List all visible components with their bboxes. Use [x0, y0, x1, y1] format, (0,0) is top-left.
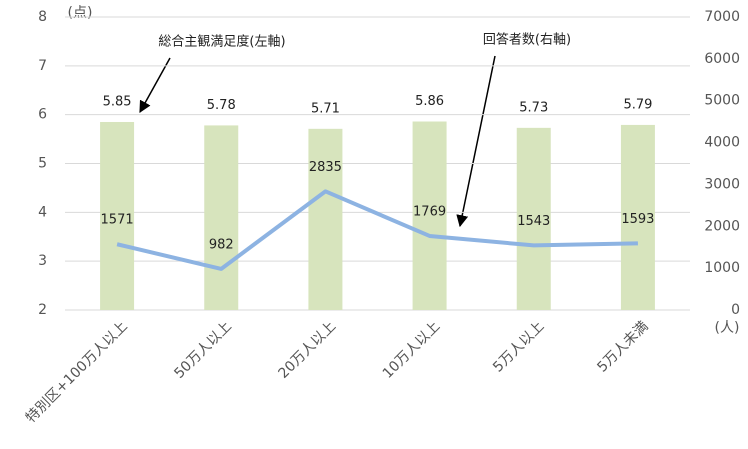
y2-tick-label: 7000	[704, 9, 740, 25]
y-tick-label: 4	[38, 204, 47, 220]
y2-tick-label: 4000	[704, 135, 740, 151]
y2-tick-label: 0	[731, 302, 740, 318]
bar	[620, 124, 655, 311]
bar	[412, 121, 447, 311]
y2-tick-label: 1000	[704, 260, 740, 276]
y-tick-label: 8	[38, 9, 47, 25]
y2-tick-label: 6000	[704, 51, 740, 67]
y-tick-label: 2	[38, 302, 47, 318]
y-tick-label: 3	[38, 253, 47, 269]
annotation-arrow	[139, 57, 171, 114]
y-tick-label: 6	[38, 107, 47, 123]
x-tick-label: 20万人以上	[276, 318, 340, 382]
annotation: 回答者数(右軸)	[483, 32, 571, 48]
bar-value-label: 5.85	[103, 94, 132, 109]
line-value-label: 1769	[413, 204, 446, 219]
bar-value-label: 5.73	[519, 100, 548, 115]
bar-value-label: 5.79	[623, 97, 652, 112]
bar	[204, 125, 239, 310]
line-value-label: 1543	[517, 214, 550, 229]
annotation-arrow	[456, 55, 496, 228]
line-value-label: 1571	[101, 213, 134, 228]
y-tick-label: 7	[38, 58, 47, 74]
x-tick-label: 50万人以上	[171, 318, 235, 382]
bar	[100, 121, 135, 310]
bar-value-label: 5.86	[415, 94, 444, 109]
x-tick-label: 5万人以上	[490, 318, 547, 375]
y2-unit: (人)	[715, 320, 740, 336]
line-value-label: 2835	[309, 160, 342, 175]
y2-tick-label: 5000	[704, 93, 740, 109]
line-value-label: 1593	[621, 212, 654, 227]
y-unit: (点)	[68, 5, 93, 21]
x-tick-label: 10万人以上	[380, 318, 444, 382]
bar-value-label: 5.71	[311, 101, 340, 116]
annotation: 総合主観満足度(左軸)	[158, 34, 285, 50]
x-tick-label: 特別区+100万人以上	[23, 318, 131, 426]
y2-tick-label: 3000	[704, 176, 740, 192]
line	[116, 189, 638, 271]
y2-tick-label: 2000	[704, 218, 740, 234]
bar	[308, 128, 343, 310]
bar-value-label: 5.78	[207, 98, 236, 113]
line-value-label: 982	[209, 237, 234, 252]
bar	[516, 127, 551, 310]
x-tick-label: 5万人未満	[594, 318, 651, 375]
y-tick-label: 5	[38, 156, 47, 172]
